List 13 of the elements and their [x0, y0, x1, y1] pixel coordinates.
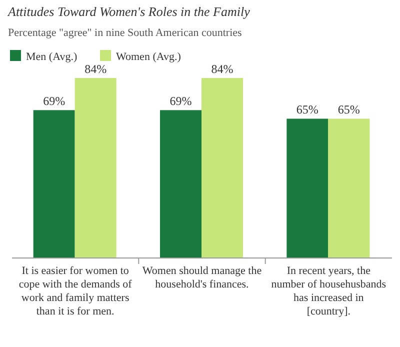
legend-label: Men (Avg.) — [26, 51, 78, 63]
chart-title: Attitudes Toward Women's Roles in the Family — [7, 4, 250, 19]
data-label: 69% — [170, 94, 192, 108]
x-tick-label: It is easier for women to cope with the demands of work and family matters than it is for men. — [18, 265, 132, 318]
legend-label: Women (Avg.) — [116, 51, 182, 63]
data-label: 69% — [43, 94, 66, 108]
data-label: 65% — [296, 102, 318, 117]
data-label: 65% — [338, 102, 360, 117]
chart-subtitle: Percentage "agree" in nine South American countries — [8, 27, 242, 39]
x-tick-label: In recent years, the number of househusbands has increased in [country]. — [271, 265, 386, 318]
data-label: 84% — [211, 62, 234, 76]
data-label: 84% — [84, 62, 107, 76]
x-tick-label: Women should manage the household's finances. — [142, 265, 262, 290]
